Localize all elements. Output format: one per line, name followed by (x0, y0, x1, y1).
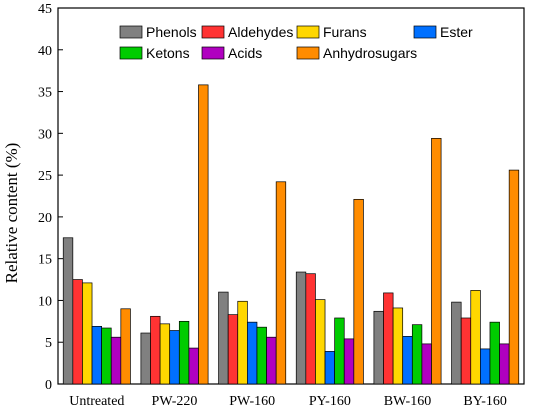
bar-aldehydes-untreated (72, 279, 83, 385)
legend-swatch (296, 25, 320, 39)
x-tick-label: BW-160 (384, 394, 431, 409)
legend-item: Phenols (119, 24, 197, 40)
y-tick-label: 10 (38, 294, 52, 309)
legend: Phenols Aldehydes Furans Ester Ketons Acids An… (119, 24, 473, 61)
bar-ketons-untreated (101, 327, 112, 385)
bar-acids-py-160 (343, 338, 355, 385)
bar-furans-by-160 (470, 290, 481, 385)
y-tick-label: 35 (38, 86, 52, 101)
bar-phenols-bw-160 (373, 310, 384, 385)
bar-ketons-py-160 (334, 317, 345, 385)
legend-label: Ester (440, 24, 473, 40)
bar-ketons-pw-160 (256, 326, 267, 385)
legend-swatch (201, 25, 225, 39)
bar-furans-pw-220 (159, 323, 171, 385)
bar-anhydrosugars-bw-160 (431, 137, 442, 385)
legend-item: Acids (201, 45, 262, 61)
bar-ketons-pw-220 (178, 320, 190, 385)
y-tick-label: 15 (38, 253, 52, 268)
bar-anhydrosugars-by-160 (508, 169, 520, 385)
y-tick-label: 30 (38, 127, 52, 142)
x-tick-label: BY-160 (463, 394, 507, 409)
bar-phenols-py-160 (295, 271, 307, 385)
x-tick-label: PW-160 (229, 394, 275, 409)
y-tick-label: 20 (38, 211, 52, 226)
bar-anhydrosugars-untreated (120, 308, 131, 385)
legend-item: Aldehydes (201, 24, 293, 40)
bar-aldehydes-py-160 (305, 273, 316, 385)
bar-acids-pw-160 (266, 336, 277, 385)
legend-label: Furans (323, 24, 367, 40)
bar-anhydrosugars-py-160 (353, 198, 364, 385)
legend-swatch (201, 46, 225, 60)
axes-group: 0 5 10 15 20 25 30 35 40 45 Untreated PW-220 PW-160 P… (38, 2, 525, 409)
bar-ketons-bw-160 (411, 324, 423, 385)
bar-phenols-pw-220 (140, 332, 151, 385)
legend-label: Aldehydes (228, 24, 293, 40)
bar-ester-bw-160 (402, 336, 413, 385)
bar-ketons-by-160 (489, 321, 500, 385)
y-tick-label: 5 (45, 336, 52, 351)
bar-acids-pw-220 (188, 347, 199, 385)
legend-label: Anhydrosugars (323, 45, 417, 61)
bars-group (62, 84, 520, 385)
y-axis-label: Relative content (%) (2, 143, 21, 284)
bar-acids-by-160 (499, 343, 510, 385)
bar-aldehydes-by-160 (460, 317, 472, 385)
y-tick-label: 25 (38, 169, 52, 184)
legend-item: Ester (413, 24, 473, 40)
bar-anhydrosugars-pw-220 (198, 84, 209, 385)
bar-ester-pw-220 (169, 330, 180, 385)
legend-item: Ketons (119, 45, 190, 61)
bar-aldehydes-pw-160 (227, 314, 239, 385)
legend-swatch (119, 46, 143, 60)
y-tick-label: 45 (38, 2, 52, 17)
legend-label: Acids (228, 45, 262, 61)
plot-frame (57, 7, 525, 385)
bar-furans-py-160 (315, 299, 326, 385)
legend-label: Phenols (146, 24, 197, 40)
legend-swatch (119, 25, 143, 39)
bar-furans-bw-160 (392, 307, 404, 385)
bar-acids-bw-160 (421, 343, 432, 385)
legend-label: Ketons (146, 45, 190, 61)
bar-anhydrosugars-pw-160 (275, 181, 287, 385)
y-tick-label: 0 (45, 378, 52, 393)
bar-aldehydes-bw-160 (383, 292, 394, 385)
bar-phenols-pw-160 (218, 291, 229, 385)
bar-ester-py-160 (324, 351, 335, 385)
legend-swatch (296, 46, 320, 60)
x-tick-label: Untreated (69, 394, 124, 409)
bar-ester-by-160 (480, 348, 491, 385)
y-tick-label: 40 (38, 44, 52, 59)
bar-phenols-by-160 (451, 301, 462, 385)
bar-aldehydes-pw-220 (150, 315, 161, 385)
x-tick-label: PW-220 (152, 394, 198, 409)
legend-item: Furans (296, 24, 367, 40)
bar-ester-pw-160 (247, 321, 258, 385)
bar-acids-untreated (110, 336, 122, 385)
bar-furans-pw-160 (237, 300, 248, 385)
bar-ester-untreated (91, 325, 102, 385)
legend-item: Anhydrosugars (296, 45, 417, 61)
bar-phenols-untreated (62, 237, 74, 385)
x-tick-label: PY-160 (309, 394, 351, 409)
bar-furans-untreated (82, 282, 93, 385)
legend-swatch (413, 25, 437, 39)
